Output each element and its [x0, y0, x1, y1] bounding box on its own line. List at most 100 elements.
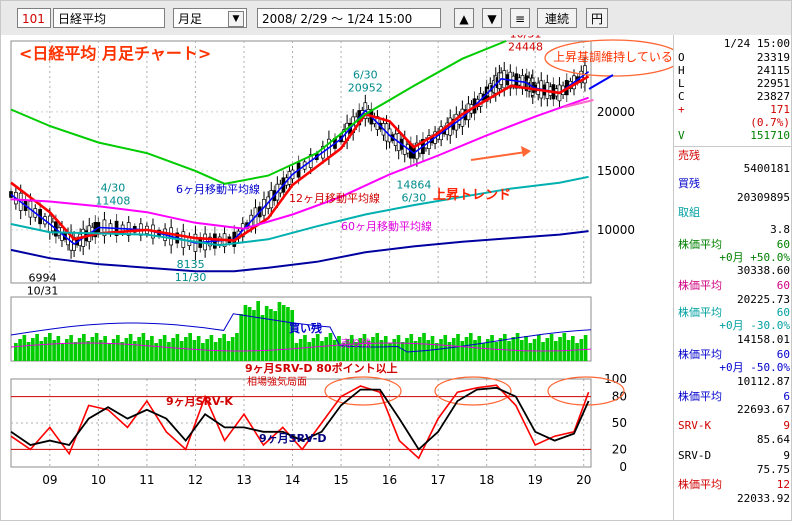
- volume-bar: [562, 333, 567, 361]
- volume-bar: [111, 339, 116, 361]
- chart-title: <日経平均 月足チャート>: [19, 44, 211, 63]
- volume-bar: [341, 343, 346, 361]
- p2-row: 株価平均 60: [678, 279, 790, 292]
- price-series-line: [10, 75, 590, 242]
- down-arrow-button[interactable]: ▼: [482, 8, 502, 28]
- p1-n: 60: [776, 238, 790, 251]
- price-tick-label: 10000: [597, 223, 635, 237]
- x-tick-label: 13: [236, 473, 251, 487]
- volume-bar: [77, 338, 82, 361]
- volume-bar: [481, 343, 486, 361]
- x-tick-label: 10: [91, 473, 106, 487]
- p4-n: 60: [776, 348, 790, 361]
- side-date: 1/24 15:00: [723, 37, 790, 50]
- ma60-label: 60ヶ月移動平均線: [341, 219, 432, 233]
- volume-bar: [286, 307, 290, 361]
- srvd-label: 9ヶ月SRV-D: [259, 432, 326, 445]
- kumi-label: 取組: [678, 206, 700, 219]
- volume-bar: [485, 339, 490, 361]
- x-tick-label: 15: [333, 473, 348, 487]
- date-range-field[interactable]: 2008/ 2/29 ～ 1/24 15:00: [257, 8, 441, 28]
- volume-bar: [324, 337, 329, 361]
- volume-bar: [52, 340, 56, 361]
- volume-bar: [392, 339, 397, 361]
- p3-value: 14158.01: [737, 333, 790, 346]
- volume-bar: [39, 341, 44, 361]
- volume-bar: [14, 343, 18, 361]
- stoch-annotation: 相場強気局面: [247, 375, 307, 388]
- stoch-tick-label: 100: [604, 372, 627, 386]
- k-n: 9: [783, 419, 790, 432]
- volume-bar: [388, 343, 392, 361]
- side-chg-row: +171: [678, 103, 790, 116]
- volume-bar: [99, 340, 103, 361]
- v-label: V: [678, 129, 685, 142]
- volume-bar: [473, 340, 477, 361]
- yen-button[interactable]: 円: [586, 8, 608, 28]
- volume-bar: [422, 333, 426, 361]
- volume-bar: [583, 335, 588, 361]
- srvk-label: 9ヶ月SRV-K: [166, 395, 233, 408]
- volume-bar: [56, 336, 61, 361]
- name-field[interactable]: 日経平均: [53, 8, 165, 28]
- volume-bar: [379, 340, 384, 361]
- p6-value: 22033.92: [737, 492, 790, 505]
- menu-button[interactable]: ≡: [510, 8, 530, 28]
- divider: [674, 146, 791, 147]
- volume-bar: [150, 336, 154, 361]
- chevron-down-icon[interactable]: ▼: [228, 11, 244, 27]
- p3-row: 株価平均 60: [678, 306, 790, 319]
- price-series-line: [10, 40, 507, 185]
- volume-bar: [570, 336, 575, 361]
- volume-bar: [222, 334, 226, 361]
- volume-bar: [358, 338, 363, 361]
- volume-bar: [247, 307, 252, 361]
- volume-bar: [558, 337, 562, 361]
- volume-bar: [22, 335, 27, 361]
- volume-bar: [69, 335, 73, 361]
- up-arrow-icon: ▲: [459, 12, 469, 26]
- volume-bar: [90, 337, 95, 361]
- up-arrow-button[interactable]: ▲: [454, 8, 474, 28]
- p4-label: 株価平均: [678, 348, 722, 361]
- uptrend-label: 上昇トレンド: [433, 188, 511, 203]
- volume-bar: [430, 336, 435, 361]
- volume-bar: [116, 335, 120, 361]
- price-tick-label: 20000: [597, 105, 635, 119]
- price-annotation-label: 6/30: [353, 69, 378, 82]
- d-n: 9: [783, 449, 790, 462]
- kumi-value: 3.8: [770, 223, 790, 236]
- p5-label: 株価平均: [678, 390, 722, 403]
- price-annotation-label: 4/30: [101, 181, 126, 194]
- volume-bar: [218, 338, 222, 361]
- volume-bar: [575, 343, 579, 361]
- h-value: 24115: [756, 64, 790, 77]
- volume-bar: [362, 334, 367, 361]
- volume-bar: [532, 339, 537, 361]
- volume-bar: [94, 333, 99, 361]
- stoch-series-line: [10, 384, 590, 460]
- x-tick-label: 18: [479, 473, 494, 487]
- volume-bar: [107, 343, 112, 361]
- volume-bar: [541, 342, 545, 361]
- volume-bar: [507, 341, 511, 361]
- volume-bar: [273, 311, 278, 361]
- price-candle-body: [9, 191, 13, 198]
- buy-balance-label: 買い残: [289, 321, 322, 335]
- volume-bar: [65, 339, 69, 361]
- code-field[interactable]: 101: [17, 8, 51, 28]
- volume-bar: [515, 333, 520, 361]
- price-series-line: [10, 230, 589, 273]
- period-select[interactable]: 月足 ▼: [173, 8, 247, 28]
- continuous-button[interactable]: 連続: [537, 8, 577, 28]
- volume-bar: [230, 337, 235, 361]
- volume-bar: [383, 336, 388, 361]
- volume-bar: [158, 339, 163, 361]
- price-annotation-label: 14864: [396, 178, 431, 191]
- stoch-annotation: 9ヶ月SRV-D 80ポイント以上: [245, 361, 398, 375]
- volume-bar: [298, 339, 303, 361]
- volume-bar: [371, 337, 375, 361]
- uptrend-keep-label: 上昇基調維持している: [553, 49, 673, 64]
- p1-value: 30338.60: [737, 264, 790, 277]
- x-tick-label: 12: [188, 473, 203, 487]
